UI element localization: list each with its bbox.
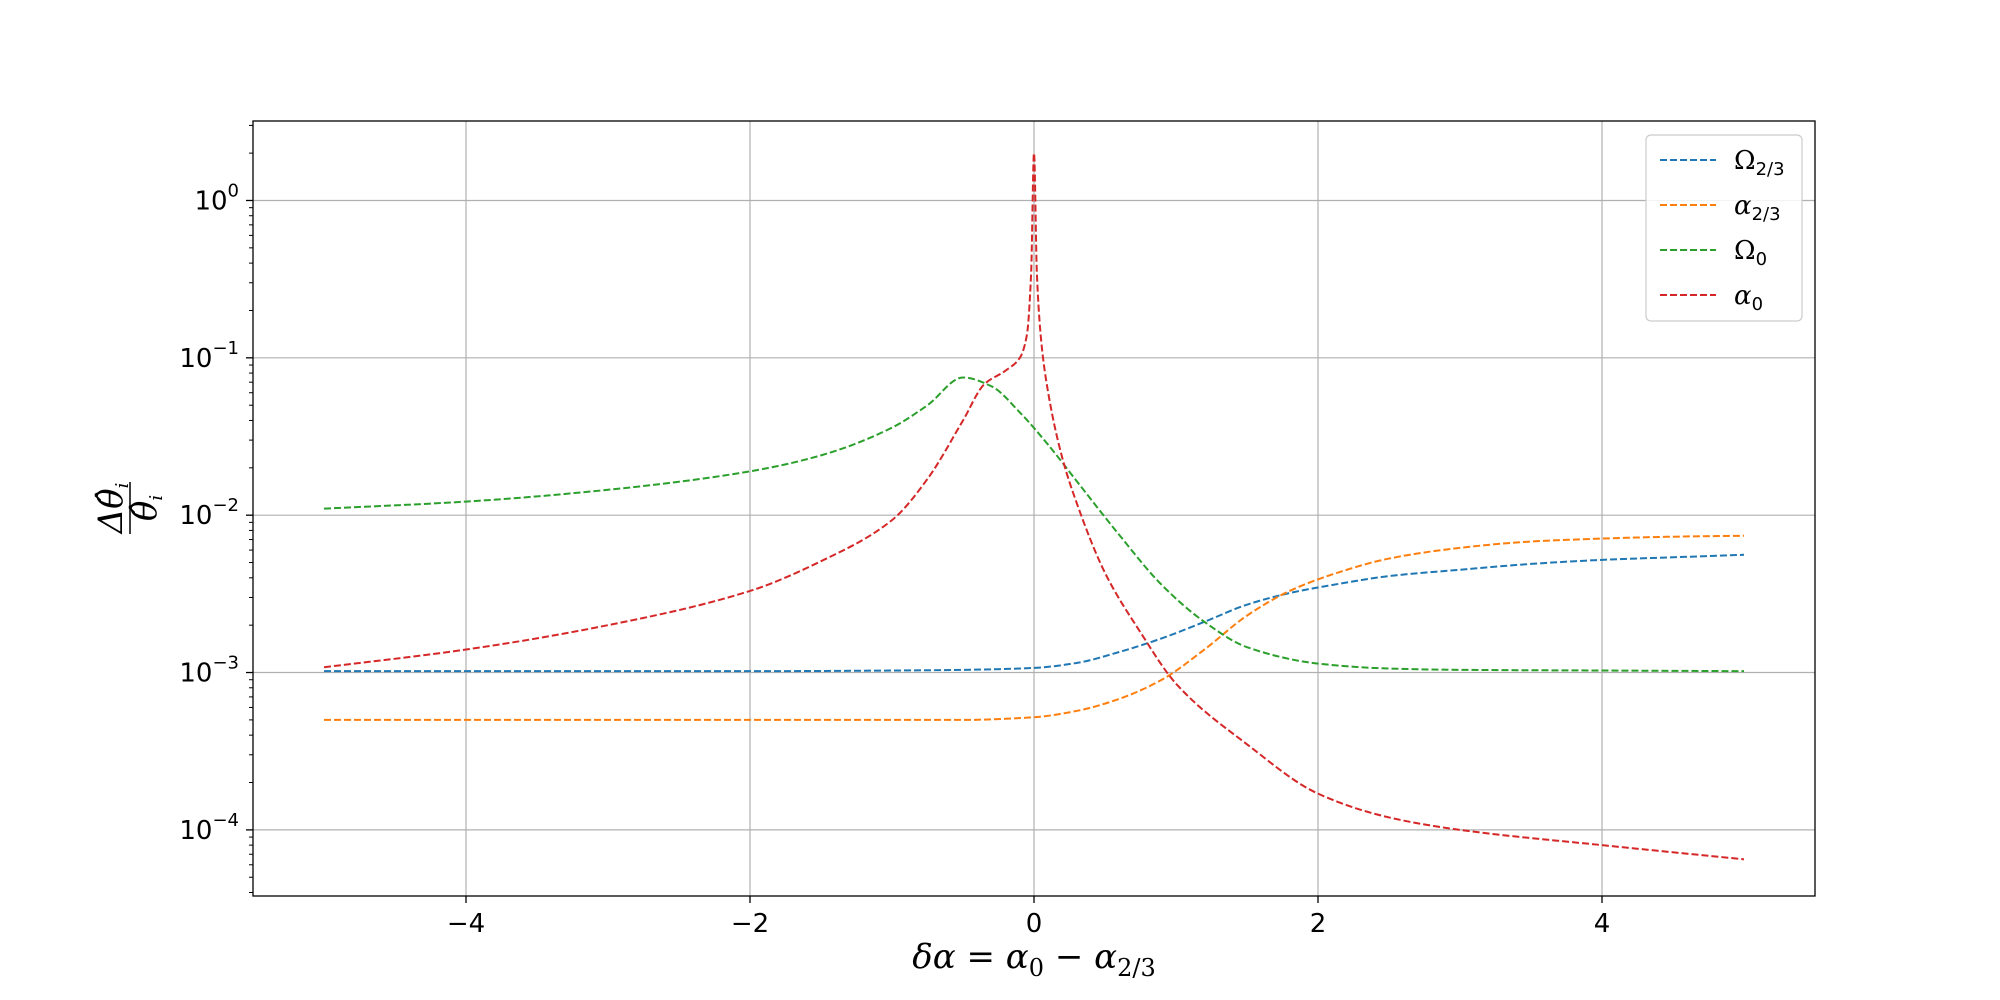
y-axis-title-numerator-sub: i [112, 483, 133, 489]
legend-label-name: α [1734, 191, 1752, 221]
series-lines [323, 152, 1745, 861]
x-tick-label: 4 [1594, 909, 1611, 939]
grid [253, 121, 1815, 896]
y-tick-label-exponent: −4 [212, 810, 239, 831]
y-tick-label: 100 [194, 180, 239, 216]
y-tick-label-base: 10 [179, 816, 212, 846]
legend-label: α2/3 [1734, 191, 1781, 225]
y-tick-label-exponent: −2 [212, 495, 239, 516]
legend-label-sub: 2/3 [1752, 204, 1781, 225]
x-tick-label: 0 [1026, 909, 1043, 939]
y-tick-label-base: 10 [194, 186, 227, 216]
y-tick-label: 10−3 [179, 653, 239, 689]
y-axis-title-denominator: θ̂i [125, 495, 167, 521]
legend-label-name: α [1734, 281, 1752, 311]
y-tick-label: 10−1 [179, 338, 239, 374]
legend-box [1645, 134, 1803, 322]
legend-label: Ω2/3 [1734, 146, 1785, 180]
x-tick-label: −2 [731, 909, 769, 939]
series-line-3 [323, 152, 1745, 861]
x-tick-label: 2 [1310, 909, 1327, 939]
y-tick-label-exponent: −1 [212, 338, 239, 359]
y-axis-title-denominator-main: θ̂ [125, 501, 165, 521]
y-tick-label-exponent: 0 [228, 180, 239, 201]
y-tick-label: 10−4 [179, 810, 239, 846]
x-axis-title-sub1: 0 [1029, 954, 1044, 982]
y-tick-label-base: 10 [179, 501, 212, 531]
series-line-0 [323, 553, 1745, 673]
x-axis-title-sub2: 2/3 [1117, 954, 1156, 982]
y-tick-label-base: 10 [179, 344, 212, 374]
y-axis-title: Δθ̂i θ̂i [91, 482, 167, 535]
x-tick-label: −4 [447, 909, 485, 939]
y-tick-label-exponent: −3 [212, 653, 239, 674]
y-axis-title-numerator-main: Δθ̂ [91, 488, 131, 535]
series-line-2 [323, 376, 1745, 673]
legend-label-sub: 0 [1752, 294, 1763, 315]
legend-label-sub: 0 [1756, 249, 1767, 270]
y-axis-title-numerator: Δθ̂i [91, 483, 133, 536]
x-axis-title-mid: − α [1044, 937, 1117, 977]
legend-label-name: Ω [1734, 146, 1756, 176]
legend-label-name: Ω [1734, 236, 1756, 266]
y-tick-label: 10−2 [179, 495, 239, 531]
y-axis-title-denominator-sub: i [146, 495, 167, 501]
legend-label: α0 [1734, 281, 1763, 315]
x-axis-title: δα = α0 − α2/3 [912, 937, 1155, 982]
legend-label: Ω0 [1734, 236, 1767, 270]
y-tick-label-base: 10 [179, 659, 212, 689]
series-line-1 [324, 534, 1745, 721]
legend-label-sub: 2/3 [1756, 159, 1785, 180]
x-axis-title-prefix: δα = α [912, 937, 1029, 977]
x-axis-ticks: −4 −2 0 2 4 [447, 896, 1610, 939]
